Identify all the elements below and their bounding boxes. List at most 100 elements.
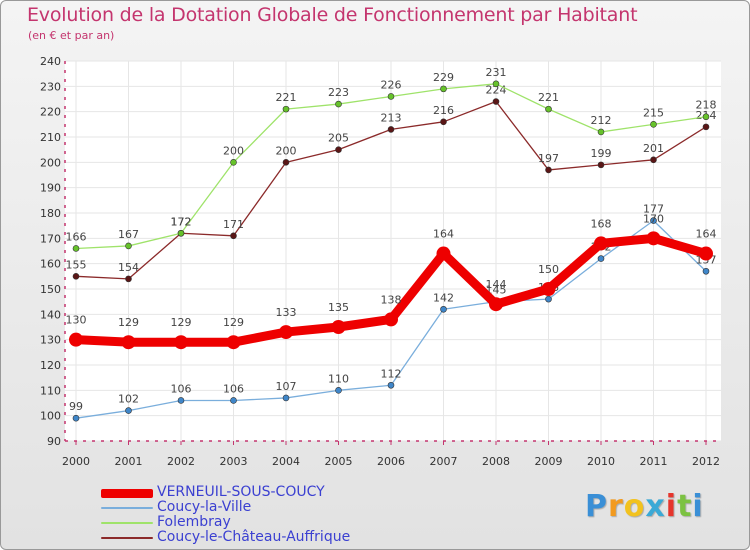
legend-swatch-folembray	[101, 522, 153, 524]
x-tick-label: 2003	[220, 455, 248, 468]
data-label-coucy-la-ville: 99	[69, 400, 83, 413]
data-point-coucy-le-ch-teau-auffrique	[702, 123, 710, 131]
data-label-coucy-le-ch-teau-auffrique: 172	[171, 215, 192, 228]
data-point-coucy-la-ville	[702, 267, 710, 275]
data-point-folembray	[282, 105, 290, 113]
data-point-verneuil-sous-coucy	[541, 282, 556, 296]
data-label-coucy-le-ch-teau-auffrique: 155	[66, 258, 87, 271]
data-point-coucy-le-ch-teau-auffrique	[597, 161, 605, 169]
data-point-folembray	[387, 93, 395, 100]
x-tick-label: 2002	[167, 455, 195, 468]
logo-letter: i	[692, 489, 704, 524]
data-point-coucy-le-ch-teau-auffrique	[387, 126, 395, 133]
chart-subtitle: (en € et par an)	[28, 29, 115, 42]
logo-letter: P	[585, 489, 608, 524]
y-tick-label: 240	[40, 55, 61, 68]
data-point-folembray	[650, 121, 657, 128]
data-label-coucy-la-ville: 112	[381, 367, 402, 380]
data-label-coucy-le-ch-teau-auffrique: 213	[381, 111, 402, 124]
data-label-verneuil-sous-coucy: 170	[643, 212, 664, 225]
data-label-verneuil-sous-coucy: 135	[328, 301, 349, 314]
data-label-coucy-le-ch-teau-auffrique: 201	[643, 142, 664, 155]
legend-item-coucy-la-ville: Coucy-la-Ville	[101, 499, 421, 516]
y-tick-label: 220	[40, 106, 61, 119]
data-label-coucy-la-ville: 110	[328, 372, 349, 385]
data-point-verneuil-sous-coucy	[646, 231, 661, 246]
data-label-coucy-la-ville: 107	[276, 380, 297, 393]
data-point-coucy-la-ville	[650, 217, 657, 224]
data-point-coucy-le-ch-teau-auffrique	[125, 275, 132, 283]
data-label-folembray: 200	[223, 144, 244, 157]
x-tick-label: 2004	[272, 455, 300, 468]
data-label-folembray: 229	[433, 71, 454, 84]
data-label-verneuil-sous-coucy: 129	[223, 316, 244, 329]
x-tick-label: 2010	[587, 455, 615, 468]
data-label-coucy-le-ch-teau-auffrique: 216	[433, 104, 454, 117]
data-point-coucy-la-ville	[125, 407, 132, 414]
y-tick-label: 90	[47, 435, 61, 448]
data-label-coucy-le-ch-teau-auffrique: 171	[223, 218, 244, 231]
legend-swatch-coucy-la-ville	[101, 507, 153, 509]
data-label-folembray: 166	[66, 230, 87, 243]
x-tick-label: 2006	[377, 455, 405, 468]
data-point-verneuil-sous-coucy	[331, 320, 346, 334]
logo-letter: o	[623, 489, 646, 524]
data-point-coucy-la-ville	[282, 394, 290, 402]
chart-title: Evolution de la Dotation Globale de Fonc…	[27, 4, 638, 26]
data-point-verneuil-sous-coucy	[594, 236, 608, 251]
data-label-verneuil-sous-coucy: 133	[276, 306, 297, 319]
data-label-folembray: 212	[591, 114, 612, 127]
legend-item-coucy-le-chateau: Coucy-le-Château-Auffrique	[101, 529, 421, 546]
y-tick-label: 160	[40, 258, 61, 271]
data-point-folembray	[72, 245, 80, 252]
legend-label-coucy-la-ville: Coucy-la-Ville	[157, 499, 252, 515]
data-point-coucy-le-ch-teau-auffrique	[335, 146, 342, 153]
data-point-coucy-la-ville	[177, 397, 185, 404]
data-label-verneuil-sous-coucy: 129	[171, 316, 192, 329]
data-label-verneuil-sous-coucy: 164	[433, 228, 454, 241]
data-point-folembray	[702, 113, 710, 121]
y-tick-label: 150	[40, 283, 61, 296]
data-label-folembray: 215	[643, 106, 664, 119]
proxiti-logo: Proxiti	[585, 489, 704, 524]
data-point-folembray	[177, 229, 185, 237]
data-point-folembray	[440, 85, 447, 93]
data-point-verneuil-sous-coucy	[121, 335, 136, 350]
logo-letter: i	[665, 489, 678, 524]
legend-swatch-verneuil	[101, 489, 153, 498]
data-label-coucy-le-ch-teau-auffrique: 199	[591, 147, 612, 160]
data-label-folembray: 221	[538, 91, 559, 104]
x-tick-label: 2005	[325, 455, 353, 468]
data-label-folembray: 226	[381, 78, 402, 91]
data-label-verneuil-sous-coucy: 130	[66, 314, 87, 327]
data-point-folembray	[492, 80, 500, 88]
data-label-verneuil-sous-coucy: 164	[696, 228, 717, 241]
y-tick-label: 210	[40, 131, 61, 144]
x-tick-label: 2012	[692, 455, 720, 468]
data-point-coucy-le-ch-teau-auffrique	[72, 273, 80, 280]
data-label-coucy-le-ch-teau-auffrique: 205	[328, 132, 349, 145]
y-tick-label: 180	[40, 207, 61, 220]
data-point-folembray	[125, 242, 132, 250]
data-label-folembray: 167	[118, 228, 139, 241]
legend-label-verneuil: VERNEUIL-SOUS-COUCY	[157, 484, 325, 500]
x-tick-label: 2009	[535, 455, 563, 468]
data-label-verneuil-sous-coucy: 144	[486, 278, 507, 291]
data-label-folembray: 231	[486, 66, 507, 79]
data-label-folembray: 218	[696, 99, 717, 112]
data-point-coucy-la-ville	[230, 397, 237, 404]
data-point-folembray	[545, 105, 552, 113]
legend-label-coucy-le-chateau: Coucy-le-Château-Auffrique	[157, 529, 351, 545]
logo-letter: x	[645, 489, 666, 524]
logo-letter: r	[608, 489, 624, 524]
y-tick-label: 230	[40, 80, 61, 93]
data-label-folembray: 221	[276, 91, 297, 104]
x-tick-label: 2000	[62, 455, 90, 468]
y-tick-label: 140	[40, 308, 61, 321]
y-tick-label: 170	[40, 232, 61, 245]
legend-item-verneuil: VERNEUIL-SOUS-COUCY	[101, 484, 421, 501]
data-label-verneuil-sous-coucy: 168	[591, 217, 612, 230]
data-point-coucy-la-ville	[387, 381, 395, 389]
